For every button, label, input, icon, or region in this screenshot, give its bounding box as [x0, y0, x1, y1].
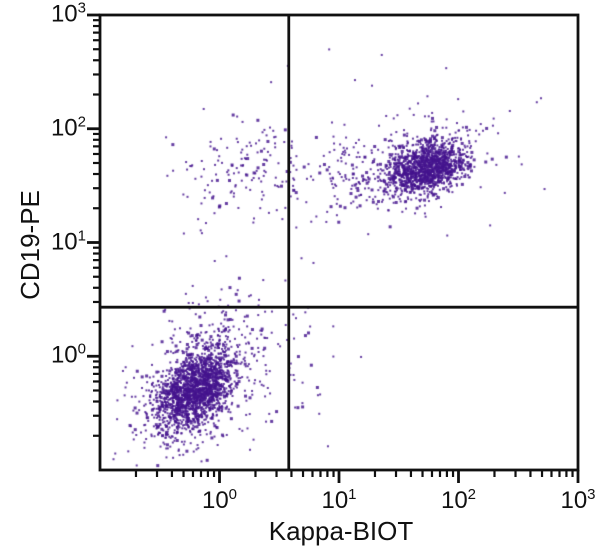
y-axis-label: CD19-PE [15, 190, 45, 300]
y-tick-label-10e1: 101 [50, 227, 86, 256]
x-tick-label-10e1: 101 [321, 486, 357, 514]
x-tick-label-10e2: 102 [440, 486, 477, 514]
x-tick-label-10e0: 100 [201, 486, 238, 514]
y-tick-label-10e0: 100 [50, 340, 86, 369]
x-axis-label: Kappa-BIOT [268, 516, 414, 546]
y-tick-label-10e3: 103 [50, 0, 86, 28]
x-tick-label-10e3: 103 [560, 486, 596, 514]
plot-frame [98, 13, 580, 472]
y-tick-label-10e2: 102 [50, 113, 86, 142]
